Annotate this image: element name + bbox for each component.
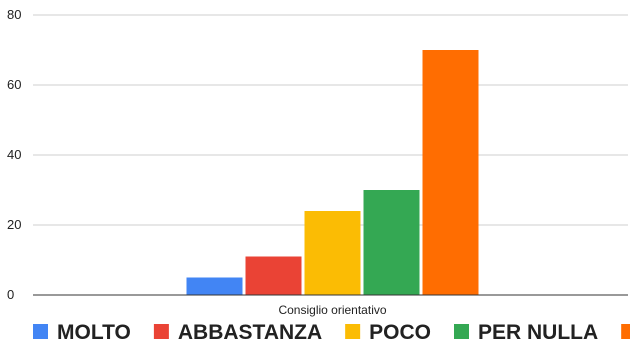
bar-poco xyxy=(304,211,361,295)
legend-label: ABBASTANZA xyxy=(178,321,322,344)
y-tick-label: 80 xyxy=(7,7,21,22)
y-tick-label: 20 xyxy=(7,217,21,232)
legend-swatch xyxy=(33,324,48,339)
bar-per-nulla xyxy=(363,190,420,295)
legend-swatch xyxy=(153,324,169,339)
legend-label: PER NULLA xyxy=(478,321,598,344)
y-axis-ticks: 0 20 40 60 80 xyxy=(7,7,21,302)
y-tick-label: 60 xyxy=(7,77,21,92)
legend-swatch xyxy=(345,324,361,339)
y-tick-label: 40 xyxy=(7,147,21,162)
gridlines xyxy=(33,14,628,226)
bar-abbastanza xyxy=(245,256,302,295)
legend-swatch xyxy=(621,324,630,339)
bar-series-5 xyxy=(422,50,479,295)
x-axis-labels: Consiglio orientativo xyxy=(278,303,386,317)
legend-label: MOLTO xyxy=(57,321,131,344)
y-tick-label: 0 xyxy=(7,287,14,302)
legend-swatch xyxy=(454,324,469,339)
legend-label: POCO xyxy=(369,321,431,344)
x-category-label: Consiglio orientativo xyxy=(278,303,386,317)
bar-molto xyxy=(186,277,243,295)
legend: MOLTO ABBASTANZA POCO PER NULLA xyxy=(33,321,630,344)
bars xyxy=(186,50,479,295)
